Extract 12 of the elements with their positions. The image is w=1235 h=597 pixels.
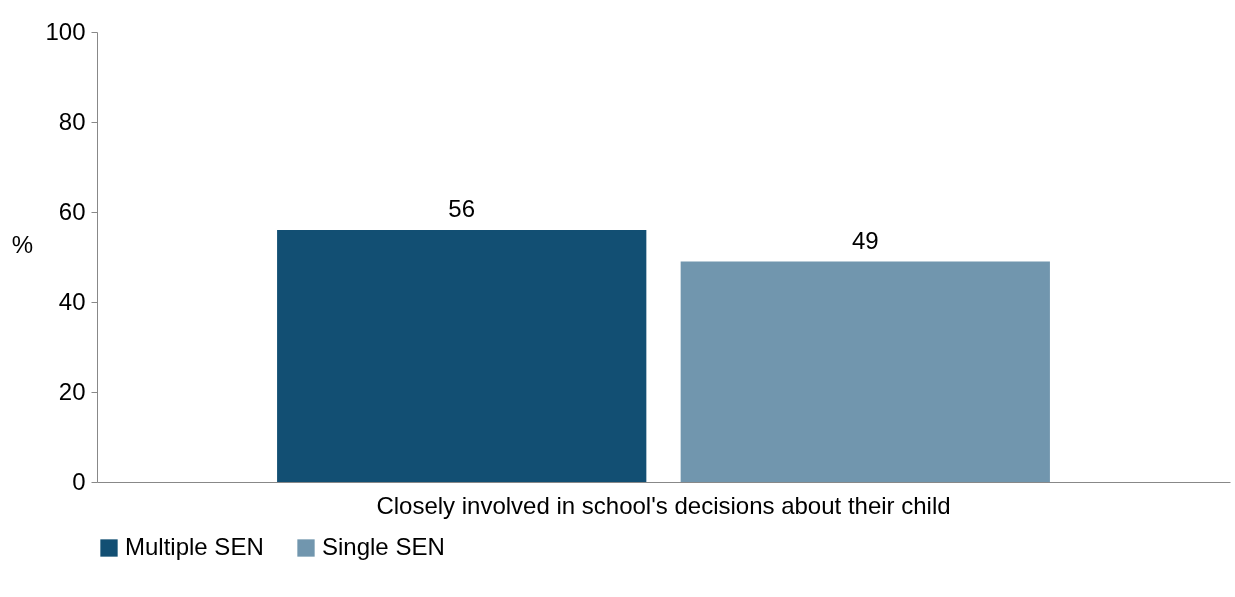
y-tick-label: 100 (45, 17, 86, 45)
legend-label: Single SEN (322, 533, 445, 560)
legend-label: Multiple SEN (125, 533, 264, 560)
y-tick-label: 80 (58, 107, 86, 135)
data-label: 49 (851, 226, 879, 254)
y-tick-label: 0 (72, 467, 86, 495)
x-tick-label: Closely involved in school's decisions about their child (376, 491, 951, 519)
y-tick-label: 20 (58, 377, 86, 405)
y-tick-label: 60 (58, 197, 86, 225)
y-tick-label: 40 (58, 287, 86, 315)
y-axis-title: % (11, 230, 34, 258)
data-label: 56 (448, 195, 476, 222)
